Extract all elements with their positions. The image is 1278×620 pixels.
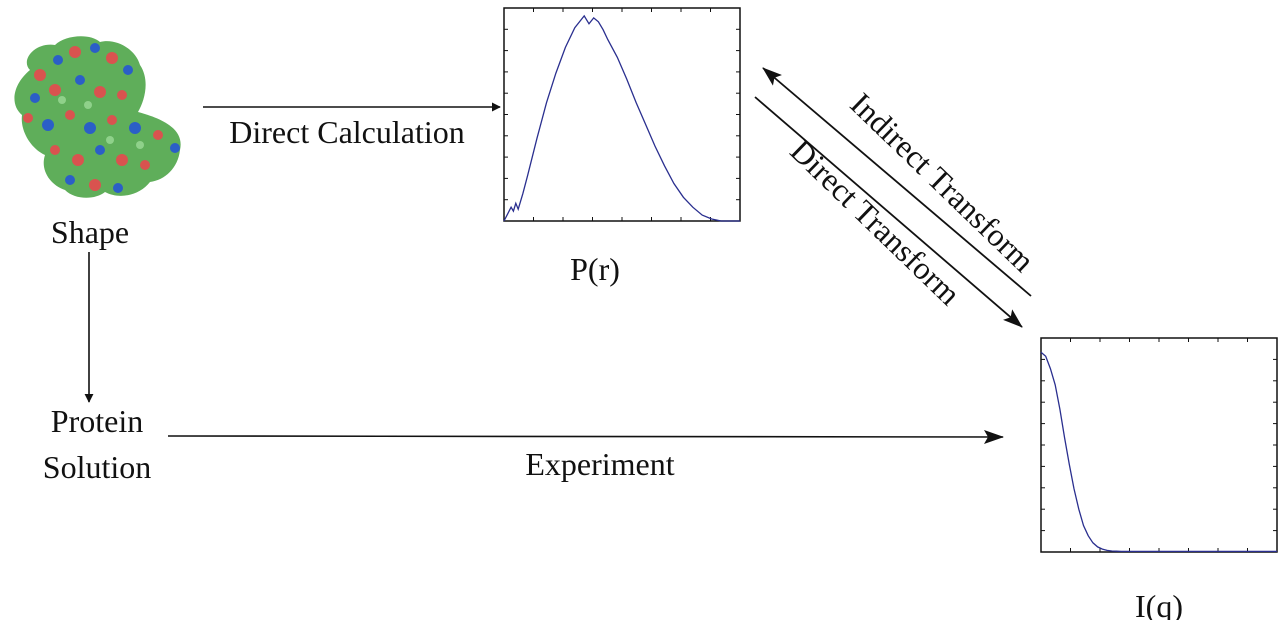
solution-label: Solution (43, 449, 151, 485)
pr-plot (503, 7, 741, 222)
pr-label: P(r) (570, 251, 620, 287)
iq-plot-frame (1040, 337, 1278, 553)
iq-plot (1040, 337, 1278, 553)
protein-label: Protein (51, 403, 143, 439)
indirect-transform-label: Indirect Transform (844, 85, 1042, 278)
pr-curve (503, 14, 740, 222)
experiment-label: Experiment (525, 446, 674, 482)
indirect-transform-arrow (762, 67, 1032, 297)
pr-plot-ticks (504, 8, 740, 221)
iq-curve (1040, 351, 1277, 553)
iq-label: I(q) (1135, 588, 1183, 620)
direct-calculation-label: Direct Calculation (229, 114, 464, 150)
experiment-arrow (167, 429, 1004, 444)
pr-plot-frame (503, 7, 741, 222)
shape-label: Shape (51, 214, 129, 250)
direct-transform-arrow (754, 96, 1023, 328)
protein-surface-icon (14, 36, 181, 198)
iq-plot-ticks (1041, 338, 1277, 552)
